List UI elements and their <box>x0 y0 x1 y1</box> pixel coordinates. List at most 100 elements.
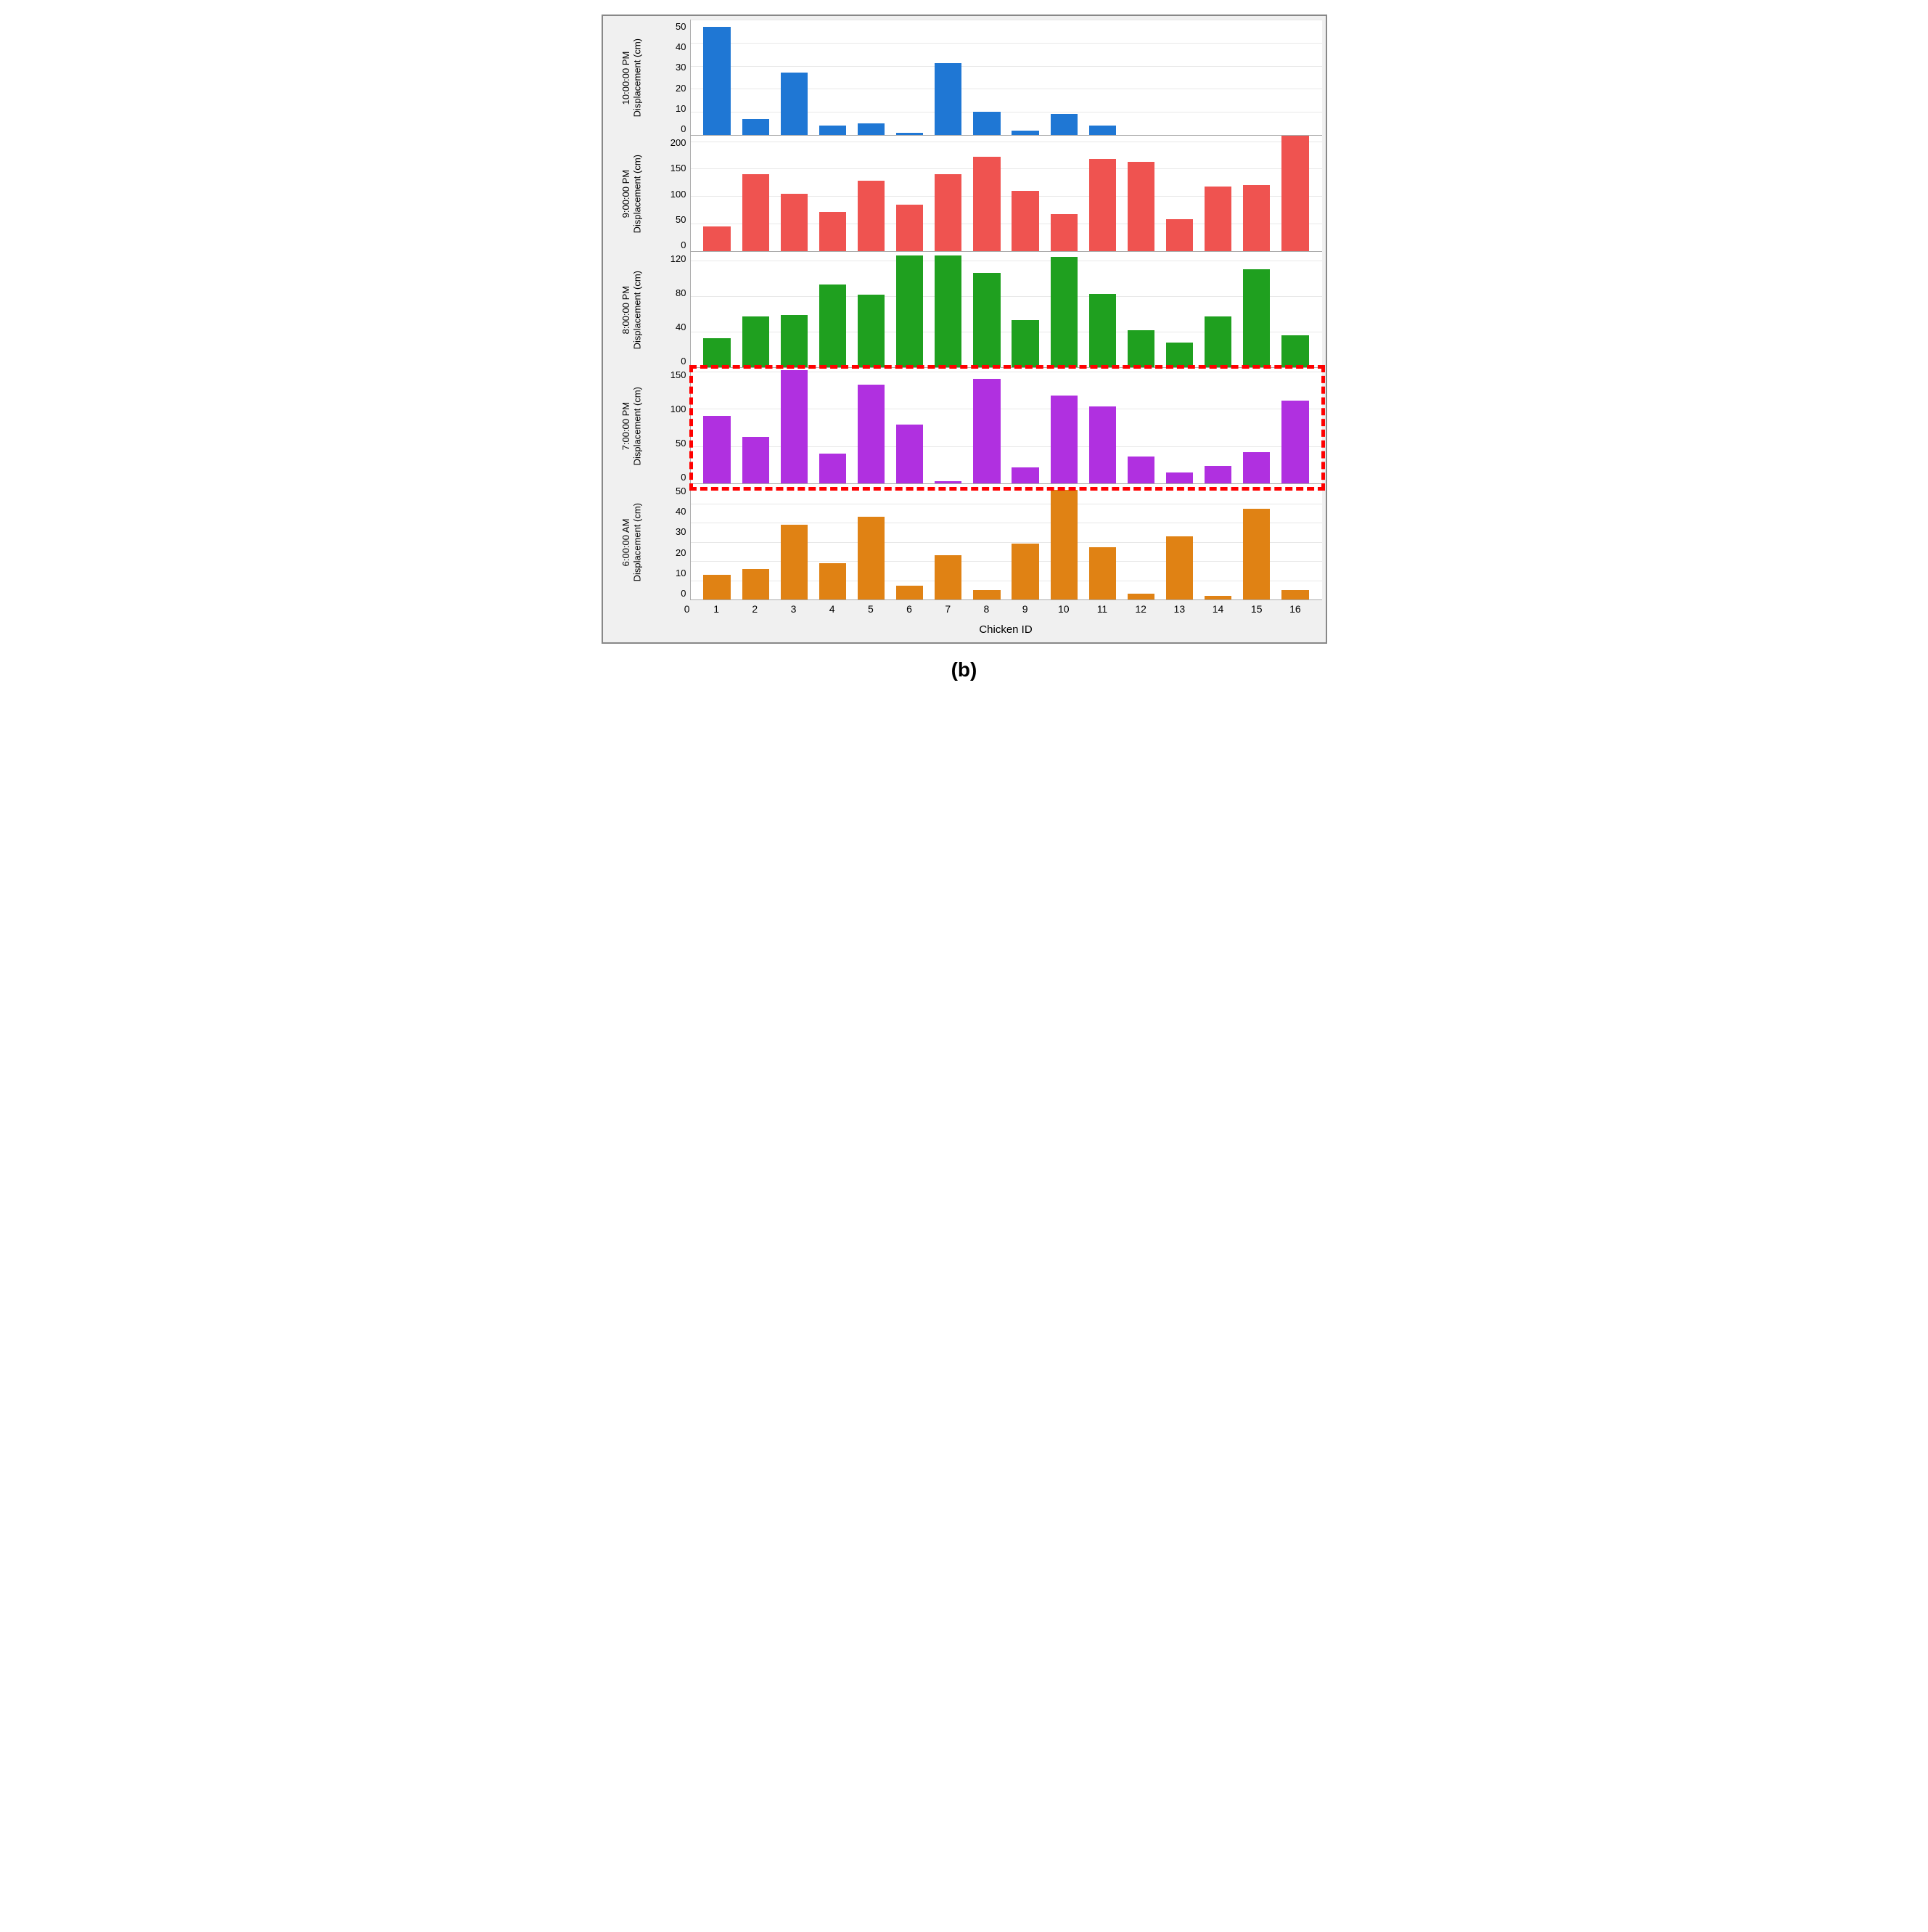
y-axis: 50403020100 <box>657 20 690 136</box>
y-axis-tick: 0 <box>681 356 686 367</box>
x-axis-tick: 7 <box>929 600 967 621</box>
bar <box>935 481 961 483</box>
plot-area <box>690 484 1322 600</box>
y-axis-tick: 20 <box>676 547 686 558</box>
y-axis-tick: 150 <box>670 369 686 380</box>
bar-slot <box>852 252 890 367</box>
y-axis: 50403020100 <box>657 484 690 600</box>
bar <box>1128 162 1154 251</box>
y-axis-tick: 0 <box>681 123 686 134</box>
bar <box>1051 396 1078 483</box>
bar-slot <box>737 252 775 367</box>
bar <box>819 454 846 483</box>
y-axis: 150100500 <box>657 368 690 484</box>
bar <box>1089 294 1116 368</box>
x-axis-tick: 4 <box>813 600 851 621</box>
x-axis-tick: 16 <box>1276 600 1314 621</box>
bar <box>703 27 730 135</box>
bar-slot <box>1045 368 1083 483</box>
bar-slot <box>1276 252 1314 367</box>
x-axis-tick: 12 <box>1122 600 1160 621</box>
x-axis-tick: 5 <box>851 600 890 621</box>
bar-slot <box>1199 20 1237 135</box>
bar <box>742 569 769 599</box>
bar-slot <box>813 368 852 483</box>
plot-area <box>690 20 1322 136</box>
bar-slot <box>1199 484 1237 599</box>
bar <box>1089 406 1116 483</box>
x-axis-tick: 1 <box>697 600 736 621</box>
bar <box>1051 214 1078 251</box>
bar <box>935 255 961 367</box>
bar-slot <box>1276 484 1314 599</box>
bar <box>1089 547 1116 599</box>
chart-panel: 10:00:00 PMDisplacement (cm)50403020100 <box>607 20 1322 136</box>
bar <box>1089 126 1116 135</box>
bar <box>1128 594 1154 599</box>
bar-slot <box>813 252 852 367</box>
bar-slot <box>1276 20 1314 135</box>
y-axis: 200150100500 <box>657 136 690 252</box>
bar-slot <box>852 368 890 483</box>
panel-ylabel: 6:00:00 AMDisplacement (cm) <box>607 484 657 600</box>
bar-slot <box>775 252 813 367</box>
bar <box>1012 544 1038 599</box>
y-axis-tick: 20 <box>676 83 686 94</box>
bar <box>1166 472 1193 483</box>
bar <box>1051 257 1078 367</box>
bar-slot <box>775 368 813 483</box>
y-axis-tick: 80 <box>676 287 686 298</box>
bar <box>896 255 923 367</box>
bar-slot <box>852 20 890 135</box>
bar <box>1128 330 1154 367</box>
bar <box>858 517 885 599</box>
bar-slot <box>698 252 737 367</box>
bar-slot <box>890 136 929 251</box>
bar-slot <box>737 368 775 483</box>
bar-slot <box>929 368 967 483</box>
bar-slot <box>1045 136 1083 251</box>
bar-slot <box>1045 252 1083 367</box>
bar <box>781 525 808 599</box>
bar-slot <box>1237 136 1276 251</box>
bar <box>1205 316 1231 367</box>
y-axis-tick: 150 <box>670 163 686 173</box>
y-axis-tick: 30 <box>676 62 686 73</box>
bar-slot <box>775 136 813 251</box>
bar-slot <box>1122 252 1160 367</box>
bar-slot <box>1160 136 1199 251</box>
bar-slot <box>1083 20 1122 135</box>
x-axis-tick: 14 <box>1199 600 1237 621</box>
bar <box>819 563 846 599</box>
bar-slot <box>1276 368 1314 483</box>
y-axis-tick: 100 <box>670 189 686 200</box>
y-axis-tick: 120 <box>670 253 686 264</box>
bar <box>1051 490 1078 599</box>
y-axis-tick: 0 <box>681 472 686 483</box>
bar <box>1012 131 1038 135</box>
bar-slot <box>1160 20 1199 135</box>
bar-slot <box>1237 484 1276 599</box>
bar-slot <box>698 20 737 135</box>
x-axis-tick: 3 <box>774 600 813 621</box>
bar-slot <box>698 368 737 483</box>
bar-slot <box>1006 136 1045 251</box>
bar-slot <box>1083 368 1122 483</box>
bar <box>858 295 885 367</box>
bar-slot <box>1083 484 1122 599</box>
x-axis-tick: 6 <box>890 600 928 621</box>
y-axis-tick: 40 <box>676 506 686 517</box>
bar <box>1128 457 1154 483</box>
bar-slot <box>1237 368 1276 483</box>
bar-slot <box>813 484 852 599</box>
bar <box>1243 509 1270 599</box>
y-axis-tick: 200 <box>670 137 686 148</box>
x-axis-tick: 2 <box>736 600 774 621</box>
bar <box>858 123 885 135</box>
y-axis-tick: 0 <box>681 240 686 250</box>
bar <box>896 133 923 135</box>
bar-slot <box>1006 368 1045 483</box>
panel-ylabel: 7:00:00 PMDisplacement (cm) <box>607 368 657 484</box>
bar-slot <box>1083 252 1122 367</box>
y-axis-tick: 50 <box>676 486 686 496</box>
